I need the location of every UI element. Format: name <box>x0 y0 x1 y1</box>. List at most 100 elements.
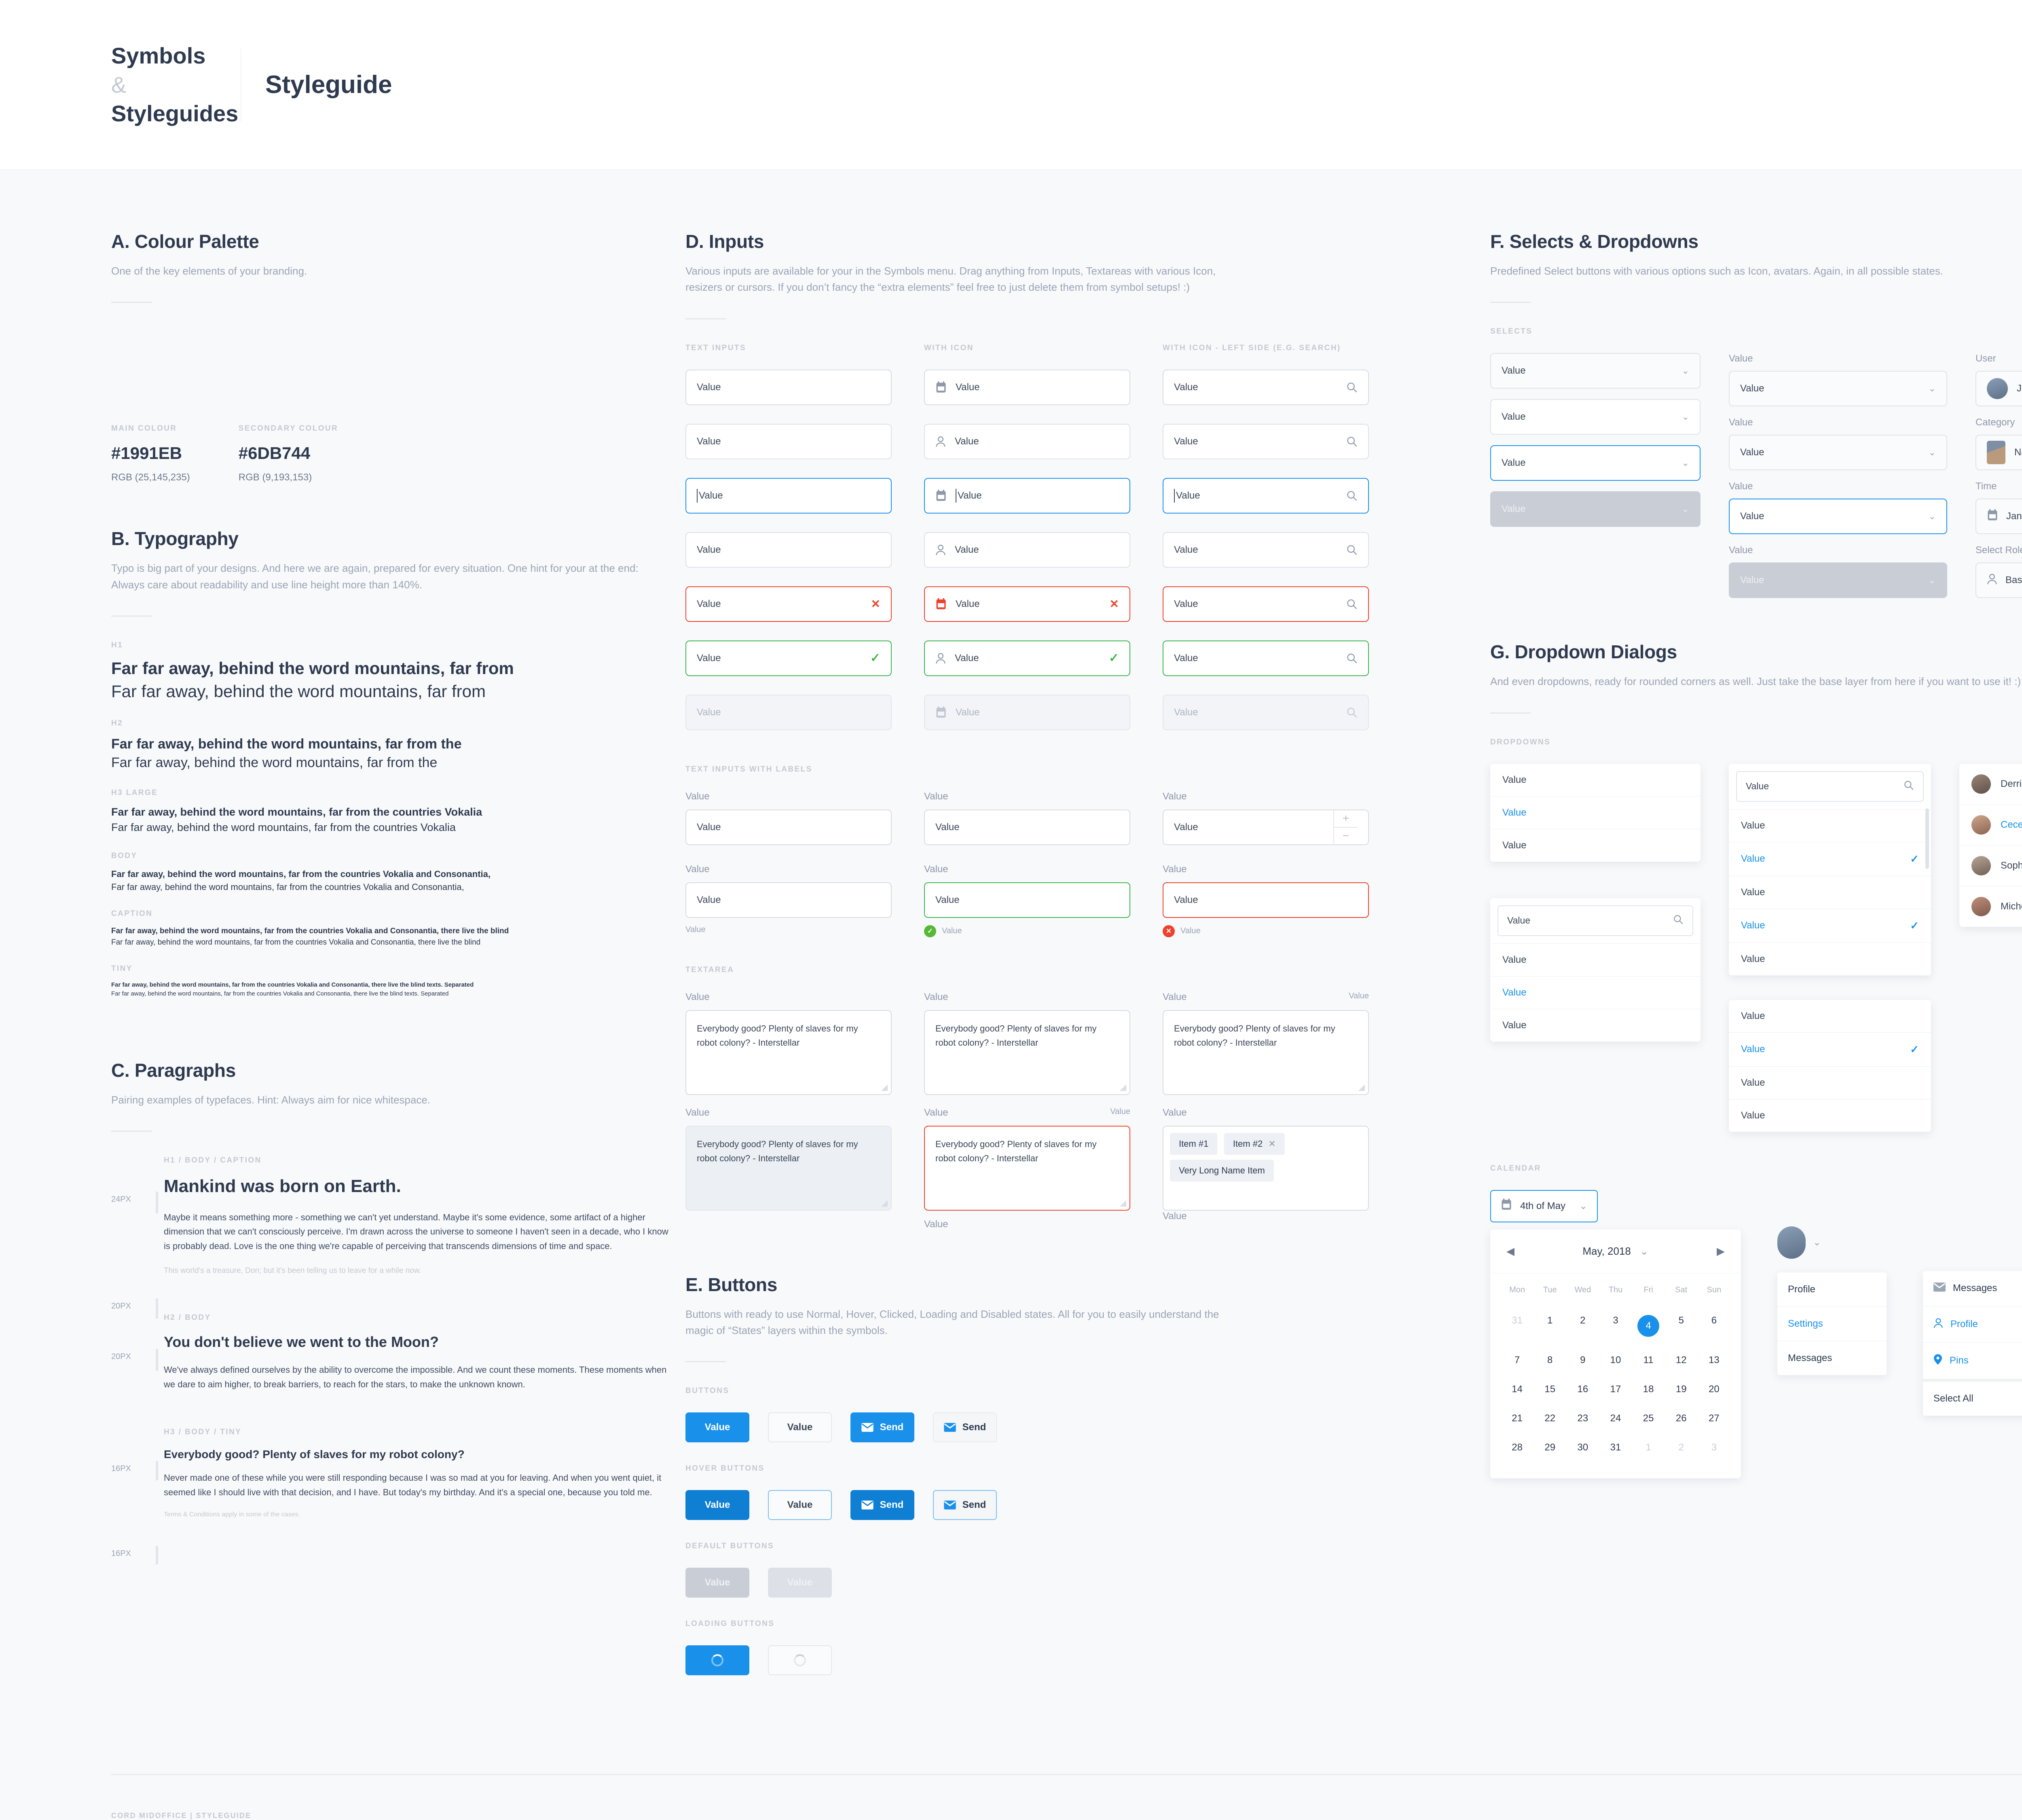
dropdown-with-search[interactable]: Value Value Value Value <box>1490 898 1701 1042</box>
close-icon[interactable]: ✕ <box>1268 1138 1276 1149</box>
dropdown-person[interactable]: Derrick Curtis <box>1959 764 2022 805</box>
stepper-increment[interactable]: + <box>1334 810 1358 828</box>
chevron-down-icon[interactable]: ⌄ <box>1639 1245 1649 1257</box>
calendar-trigger-button[interactable]: 4th of May ⌄ <box>1490 1190 1598 1222</box>
dropdown-item-active[interactable]: Value <box>1490 797 1701 829</box>
calendar-day[interactable]: 8 <box>1547 1354 1553 1366</box>
dropdown-item[interactable]: Value <box>1729 943 1931 976</box>
text-input-focused[interactable]: Value <box>685 478 892 514</box>
context-menu-profile[interactable]: Profile Settings Messages <box>1777 1272 1887 1375</box>
calendar-day-selected[interactable]: 4 <box>1632 1306 1665 1346</box>
textarea[interactable]: Everybody good? Plenty of slaves for my … <box>685 1010 892 1095</box>
primary-button-hover[interactable]: Value <box>685 1490 749 1520</box>
secondary-button-hover[interactable]: Value <box>768 1490 832 1520</box>
calendar-day[interactable]: 31 <box>1512 1315 1523 1326</box>
text-input-with-icon[interactable]: Value <box>924 532 1130 568</box>
calendar-day[interactable]: 22 <box>1544 1412 1556 1424</box>
chip[interactable]: Item #1 <box>1170 1133 1218 1155</box>
prev-month-icon[interactable]: ◀ <box>1506 1245 1514 1257</box>
calendar-day[interactable]: 30 <box>1577 1442 1588 1453</box>
calendar-day[interactable]: 11 <box>1643 1354 1654 1366</box>
text-input[interactable]: Value <box>685 423 892 459</box>
calendar-day[interactable]: 14 <box>1512 1383 1523 1395</box>
search-input[interactable]: Value <box>1163 532 1369 568</box>
resize-grip[interactable] <box>881 1084 888 1091</box>
send-button-primary-hover[interactable]: Send <box>850 1490 914 1520</box>
text-input-with-icon[interactable]: Value <box>924 423 1130 459</box>
dropdown-item-active[interactable]: Value ✓ <box>1729 842 1931 876</box>
select[interactable]: Value ⌄ <box>1729 435 1947 471</box>
chevron-down-icon[interactable]: ⌄ <box>1813 1237 1821 1248</box>
calendar-day[interactable]: 19 <box>1675 1383 1687 1395</box>
next-month-icon[interactable]: ▶ <box>1717 1245 1725 1257</box>
calendar-day[interactable]: 20 <box>1709 1383 1720 1395</box>
search-input[interactable]: Value <box>1497 905 1693 936</box>
dropdown-item[interactable]: Value <box>1729 1067 1931 1099</box>
menu-item-active[interactable]: Settings <box>1777 1307 1887 1341</box>
dropdown-person[interactable]: Micheal Soto <box>1959 886 2022 927</box>
search-icon[interactable] <box>1346 382 1358 393</box>
dropdown-item[interactable]: Value <box>1490 1009 1701 1042</box>
send-button-secondary-hover[interactable]: Send <box>933 1490 997 1520</box>
clear-icon[interactable]: ✕ <box>871 598 880 611</box>
dropdown-item[interactable]: Value <box>1490 943 1701 977</box>
search-icon[interactable] <box>1346 490 1358 501</box>
text-input[interactable]: Value <box>685 809 892 845</box>
search-icon[interactable] <box>1346 653 1358 664</box>
search-icon[interactable] <box>1346 436 1358 447</box>
text-input-with-icon-valid[interactable]: Value ✓ <box>924 640 1130 676</box>
dropdown-item-active[interactable]: Value ✓ <box>1729 909 1931 943</box>
send-button-secondary[interactable]: Send <box>933 1412 997 1443</box>
calendar-day[interactable]: 13 <box>1709 1354 1720 1366</box>
calendar-day[interactable]: 21 <box>1512 1412 1523 1424</box>
text-input-with-icon[interactable]: Value <box>924 369 1130 405</box>
dropdown-item[interactable]: Value <box>1490 764 1701 797</box>
search-icon[interactable] <box>1346 544 1358 556</box>
brand-logo[interactable]: Symbols & Styleguides <box>111 41 238 128</box>
dropdown-item-active[interactable]: Value ✓ <box>1729 1033 1931 1067</box>
dropdown-person[interactable]: Sophie Shelton <box>1959 846 2022 886</box>
menu-item[interactable]: Messages <box>1788 1352 1832 1363</box>
chip[interactable]: Item #2 ✕ <box>1224 1133 1285 1155</box>
text-input-error[interactable]: Value <box>1163 882 1369 918</box>
search-icon[interactable] <box>1673 914 1684 927</box>
search-input[interactable]: Value <box>1163 369 1369 405</box>
primary-button[interactable]: Value <box>685 1412 749 1443</box>
text-input-valid[interactable]: Value <box>924 882 1130 918</box>
calendar-day[interactable]: 3 <box>1711 1442 1717 1453</box>
calendar-day[interactable]: 1 <box>1646 1442 1651 1453</box>
select-focused[interactable]: Value ⌄ <box>1490 445 1701 481</box>
dropdown-item[interactable]: Value <box>1729 1099 1931 1132</box>
number-stepper-input[interactable]: Value + − <box>1163 809 1369 845</box>
calendar-day[interactable]: 5 <box>1678 1315 1684 1326</box>
calendar-day[interactable]: 26 <box>1675 1412 1687 1424</box>
select-role[interactable]: Basic User⌄ <box>1975 562 2022 598</box>
calendar-day[interactable]: 1 <box>1547 1315 1553 1326</box>
menu-item-select-all[interactable]: Select All <box>1923 1379 2022 1416</box>
menu-item[interactable]: Profile <box>1777 1273 1887 1307</box>
textarea-error[interactable]: Everybody good? Plenty of slaves for my … <box>924 1125 1130 1211</box>
calendar-day[interactable]: 31 <box>1610 1442 1621 1453</box>
text-input[interactable]: Value <box>685 369 892 405</box>
calendar-day[interactable]: 15 <box>1544 1383 1556 1395</box>
dropdown-item[interactable]: Value <box>1729 809 1931 842</box>
select-category[interactable]: Nature⌄ <box>1975 435 2022 471</box>
search-input-valid[interactable]: Value <box>1163 640 1369 676</box>
select[interactable]: Value ⌄ <box>1490 399 1701 435</box>
dropdown-people[interactable]: Derrick Curtis Cecelia Bailey✓ Sophie Sh… <box>1959 763 2022 927</box>
calendar-panel[interactable]: ◀ May, 2018 ⌄ ▶ Mon Tue Wed Thu Fri Sat <box>1490 1229 1741 1478</box>
search-input[interactable]: Value <box>1163 423 1369 459</box>
dropdown-checked-list[interactable]: Value Value ✓ Value Value <box>1729 1000 1931 1132</box>
search-input-focused[interactable]: Value <box>1163 478 1369 514</box>
resize-grip[interactable] <box>1120 1200 1126 1207</box>
dropdown-scrollable[interactable]: Value Value Value ✓ Value Value ✓ Value <box>1729 763 1931 976</box>
select-user[interactable]: Jason Bourne⌄ <box>1975 371 2022 407</box>
secondary-button[interactable]: Value <box>768 1412 832 1443</box>
dropdown-item[interactable]: Value <box>1729 876 1931 909</box>
dropdown-simple[interactable]: Value Value Value <box>1490 763 1701 862</box>
resize-grip[interactable] <box>1120 1084 1126 1091</box>
chips-input[interactable]: Item #1 Item #2 ✕ Very Long Name Item <box>1163 1125 1369 1211</box>
dropdown-item[interactable]: Value <box>1490 829 1701 862</box>
dropdown-person-active[interactable]: Cecelia Bailey✓ <box>1959 805 2022 846</box>
resize-grip[interactable] <box>1358 1084 1365 1091</box>
